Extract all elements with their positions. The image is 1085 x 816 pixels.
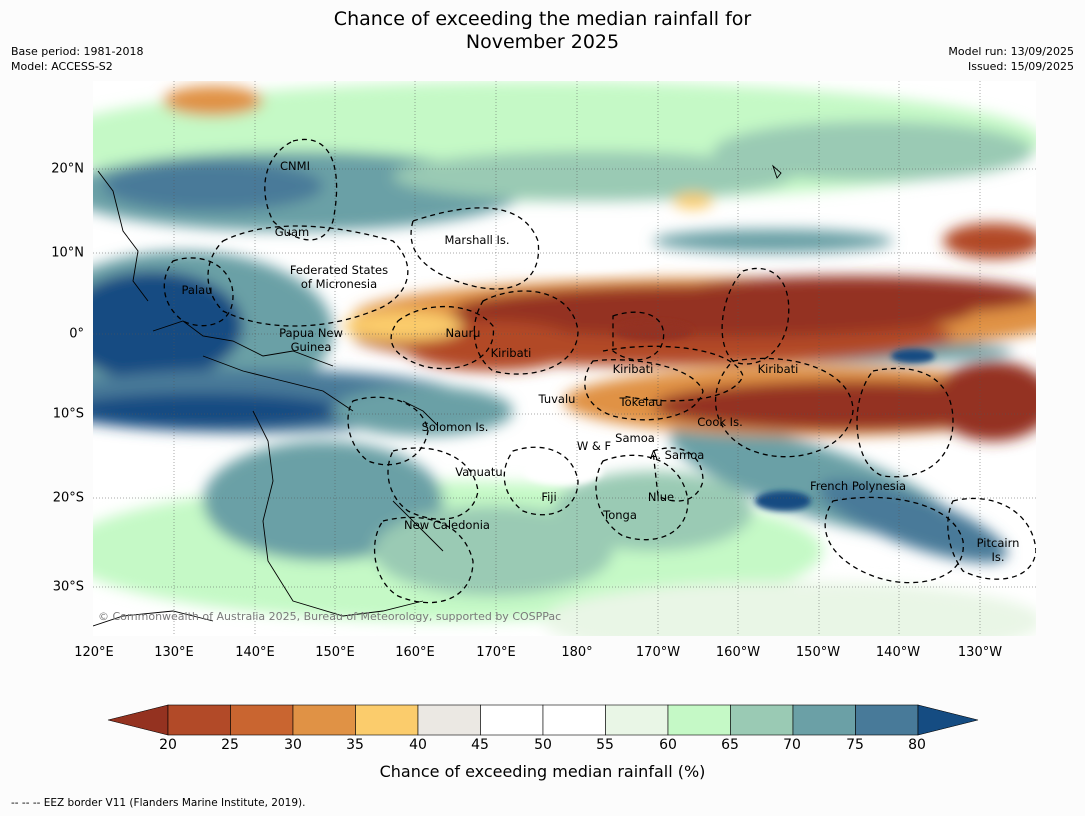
lon-label-130w: 130°W	[957, 645, 1003, 660]
colorbar-tick-80: 80	[908, 737, 926, 753]
label-palau: Palau	[181, 283, 213, 297]
label-fiji: Fiji	[541, 490, 557, 504]
label-kiribati-east: Kiribati	[757, 362, 799, 376]
colorbar-cell	[167, 704, 231, 736]
lon-label-150e: 150°E	[315, 645, 355, 660]
run-info: Model run: 13/09/2025 Issued: 15/09/2025	[948, 44, 1074, 74]
label-nauru: Nauru	[445, 326, 481, 340]
model-run: Model run: 13/09/2025	[948, 45, 1074, 58]
colorbar-tick-35: 35	[346, 737, 364, 753]
label-papua-new-guinea: Papua New Guinea	[279, 326, 343, 354]
lon-label-160e: 160°E	[395, 645, 435, 660]
colorbar-tick-75: 75	[846, 737, 864, 753]
colorbar-tick-30: 30	[284, 737, 302, 753]
lat-label-20n: 20°N	[51, 161, 84, 177]
colorbar-cell	[355, 704, 419, 736]
graticule	[93, 81, 1036, 636]
lon-label-140w: 140°W	[875, 645, 921, 660]
eez-footnote: -- -- -- EEZ border V11 (Flanders Marine…	[11, 797, 306, 809]
colorbar-cell	[667, 704, 731, 736]
lon-label-170e: 170°E	[476, 645, 516, 660]
label-tuvalu: Tuvalu	[538, 392, 576, 406]
label-vanuatu: Vanuatu	[455, 465, 503, 479]
colorbar-tick-20: 20	[159, 737, 177, 753]
lon-label-140e: 140°E	[235, 645, 275, 660]
lon-label-150w: 150°W	[795, 645, 841, 660]
label-wallis-futuna: W & F	[576, 439, 612, 453]
label-new-caledonia: New Caledonia	[404, 518, 490, 532]
lon-label-170w: 170°W	[635, 645, 681, 660]
label-samoa: Samoa	[615, 431, 655, 445]
colorbar-title: Chance of exceeding median rainfall (%)	[379, 762, 706, 781]
colorbar-cell	[855, 704, 919, 736]
colorbar-tick-60: 60	[659, 737, 677, 753]
lon-label-160w: 160°W	[715, 645, 761, 660]
colorbar-tick-40: 40	[409, 737, 427, 753]
lon-label-130e: 130°E	[154, 645, 194, 660]
colorbar-cell	[230, 704, 294, 736]
label-american-samoa: A. Samoa	[649, 448, 705, 462]
rainfall-field	[93, 81, 1036, 636]
colorbar-tick-65: 65	[721, 737, 739, 753]
colorbar-cell	[730, 704, 794, 736]
colorbar-tick-45: 45	[471, 737, 489, 753]
coastlines	[93, 164, 782, 627]
label-cnmi: CNMI	[280, 159, 310, 173]
colorbar-cell	[542, 704, 606, 736]
rainfall-map: CNMI Guam Marshall Is. Federated States …	[93, 81, 1036, 636]
lat-label-0: 0°	[69, 326, 84, 342]
label-pitcairn-islands: Pitcairn Is.	[976, 536, 1020, 564]
title-line-1: Chance of exceeding the median rainfall …	[333, 8, 752, 30]
label-cook-islands: Cook Is.	[697, 415, 743, 429]
label-niue: Niue	[647, 490, 675, 504]
colorbar-cell	[480, 704, 544, 736]
base-info: Base period: 1981-2018 Model: ACCESS-S2	[11, 44, 143, 74]
lat-label-30s: 30°S	[52, 579, 84, 595]
lat-label-20s: 20°S	[52, 490, 84, 506]
colorbar-tick-55: 55	[596, 737, 614, 753]
map-title: Chance of exceeding the median rainfall …	[0, 8, 1085, 54]
model-name: Model: ACCESS-S2	[11, 60, 113, 73]
colorbar-tick-50: 50	[534, 737, 552, 753]
base-period: Base period: 1981-2018	[11, 45, 144, 58]
lat-label-10n: 10°N	[51, 245, 84, 261]
title-line-2: November 2025	[465, 31, 620, 53]
label-tokelau: Tokelau	[619, 395, 663, 409]
label-tonga: Tonga	[603, 508, 637, 522]
lat-label-10s: 10°S	[52, 406, 84, 422]
lon-label-120e: 120°E	[74, 645, 114, 660]
colorbar-tick-25: 25	[221, 737, 239, 753]
colorbar-extend-high	[917, 704, 979, 736]
label-micronesia: Federated States of Micronesia	[289, 263, 389, 291]
colorbar-tick-70: 70	[783, 737, 801, 753]
eez-borders	[163, 138, 1036, 604]
colorbar	[107, 704, 979, 736]
rainfall-detail	[483, 251, 935, 511]
lon-label-180: 180°	[561, 645, 593, 660]
label-marshall-islands: Marshall Is.	[444, 233, 510, 247]
label-solomon-islands: Solomon Is.	[421, 420, 489, 434]
label-guam: Guam	[274, 225, 310, 239]
colorbar-extend-low	[107, 704, 169, 736]
label-kiribati-west: Kiribati	[490, 346, 532, 360]
issued-date: Issued: 15/09/2025	[967, 60, 1074, 73]
copyright-notice: © Commonwealth of Australia 2025, Bureau…	[98, 610, 562, 623]
colorbar-cell	[292, 704, 356, 736]
label-french-polynesia: French Polynesia	[809, 479, 907, 493]
colorbar-cell	[792, 704, 856, 736]
map-canvas	[93, 81, 1036, 636]
colorbar-cell	[605, 704, 669, 736]
colorbar-cell	[417, 704, 481, 736]
label-kiribati-central: Kiribati	[612, 362, 654, 376]
